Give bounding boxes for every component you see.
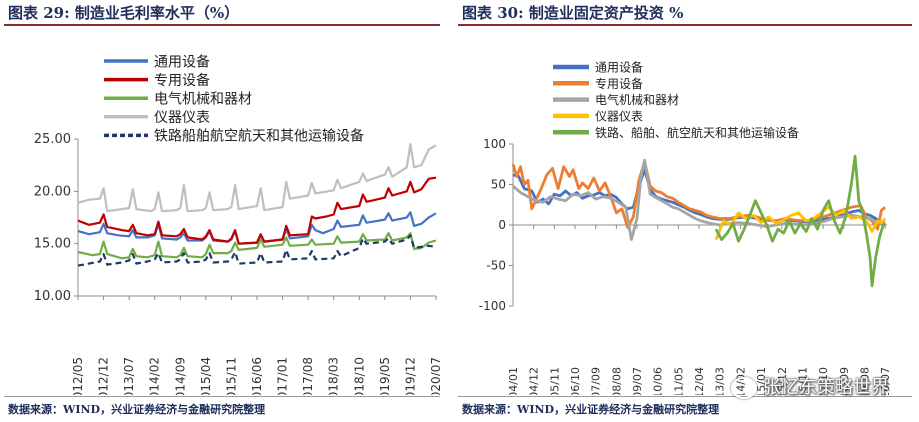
right-x-axis: 2004/01 2004/12 2005/11 2006/10 2007/09 2008/… (507, 224, 892, 395)
left-x-tick-label: 2019/05 (378, 357, 392, 395)
left-legend-label-0: 通用设备 (154, 53, 210, 70)
left-legend-label-3: 仪器仪表 (154, 110, 210, 126)
right-x-tick-label: 2013/03 (714, 367, 727, 395)
left-series-line-3 (77, 143, 437, 213)
left-y-tick-label: 10.00 (34, 289, 71, 304)
left-legend-label-4: 铁路船舶航空航天和其他运输设备 (154, 128, 364, 145)
right-x-tick-label: 2012/04 (693, 367, 706, 395)
right-x-tick-label: 2011/05 (672, 367, 685, 395)
left-legend-label-2: 电气机械和器材 (154, 92, 252, 108)
right-y-tick-label: -50 (486, 259, 506, 273)
left-x-tick-label: 2019/12 (403, 357, 417, 395)
right-x-tick-label: 2018/09 (838, 367, 851, 395)
left-series-line-1 (77, 176, 437, 245)
right-title-rule (458, 24, 912, 26)
right-x-tick-label: 2006/10 (569, 367, 582, 395)
right-y-tick-label: 100 (483, 137, 506, 151)
right-x-tick-label: 2017/10 (817, 367, 830, 395)
watermark-text: 张忆东策略世界 (763, 377, 889, 398)
left-x-tick-label: 2018/10 (352, 357, 366, 395)
right-y-tick-label: -100 (479, 299, 506, 313)
watermark: 张忆东策略世界 (731, 373, 889, 399)
right-x-tick-label: 2020/07 (879, 367, 892, 395)
left-x-tick-label: 2016/06 (250, 357, 264, 395)
right-y-tick-label: 50 (491, 178, 506, 192)
left-y-axis: 25.00 20.00 15.00 10.00 (34, 132, 79, 304)
right-x-tick-label: 2015/12 (776, 367, 789, 395)
left-title-rule (4, 24, 440, 26)
right-x-tick-label: 2010/06 (652, 367, 665, 395)
right-x-tick-label: 2004/01 (507, 367, 520, 395)
left-x-tick-label: 2020/07 (429, 357, 440, 395)
right-series-lines (511, 154, 887, 288)
right-x-tick-label: 2008/08 (610, 367, 623, 395)
left-chart-title: 图表 29: 制造业毛利率水平（%） (8, 4, 240, 22)
left-x-tick-label: 2015/11 (224, 357, 238, 395)
right-series-line-4 (714, 154, 887, 288)
left-x-tick-label: 2015/04 (199, 357, 213, 395)
left-x-tick-label: 2018/03 (327, 357, 341, 395)
left-y-tick-label: 20.00 (34, 184, 71, 199)
left-y-tick-label: 15.00 (34, 237, 71, 252)
right-legend-label-0: 通用设备 (595, 61, 643, 75)
right-legend-label-2: 电气机械和器材 (595, 92, 679, 107)
right-y-tick-label: 0 (498, 218, 506, 232)
right-x-tick-label: 2005/11 (548, 367, 561, 395)
left-line-chart: 25.00 20.00 15.00 10.00 2012/05 2012/12 2013/… (34, 53, 440, 395)
right-legend-label-1: 专用设备 (595, 76, 643, 91)
left-x-tick-label: 2017/01 (276, 357, 290, 395)
right-line-chart: 100 50 0 -50 -100 2004/01 2004/12 2005/11 2006/… (479, 61, 892, 395)
left-legend-label-1: 专用设备 (154, 72, 210, 89)
right-x-tick-label: 2015/01 (755, 367, 768, 395)
right-x-tick-label: 2009/07 (631, 367, 644, 395)
right-series-line-3 (714, 205, 887, 241)
left-x-tick-label: 2014/02 (148, 357, 162, 395)
left-x-axis: 2012/05 2012/12 2013/07 2014/02 2014/09 2015/… (71, 295, 440, 395)
left-x-tick-label: 2017/08 (301, 357, 315, 395)
left-x-tick-label: 2012/05 (71, 357, 85, 395)
right-x-tick-label: 2019/08 (858, 367, 871, 395)
left-series-line-2 (77, 232, 437, 260)
right-legend-label-3: 仪器仪表 (595, 109, 643, 123)
right-source-note: 数据来源：WIND，兴业证券经济与金融研究院整理 (462, 403, 720, 416)
left-x-tick-label: 2013/07 (122, 357, 136, 395)
wechat-icon (731, 377, 757, 399)
left-series-lines (77, 143, 437, 267)
left-source-note: 数据来源：WIND，兴业证券经济与金融研究院整理 (8, 403, 266, 416)
left-source-rule (4, 396, 440, 397)
right-source-rule (458, 396, 912, 397)
left-x-tick-label: 2014/09 (173, 357, 187, 395)
right-x-tick-label: 2007/09 (590, 367, 603, 395)
right-legend-label-4: 铁路、船舶、航空航天和其他运输设备 (595, 125, 799, 140)
right-chart-title: 图表 30: 制造业固定资产投资 % (462, 4, 684, 22)
right-x-tick-label: 2004/12 (528, 367, 541, 395)
left-x-tick-label: 2012/12 (97, 357, 111, 395)
left-y-tick-label: 25.00 (34, 132, 71, 147)
right-y-axis: 100 50 0 -50 -100 (479, 137, 514, 313)
left-series-line-4 (77, 234, 437, 267)
right-x-tick-label: 2016/11 (796, 367, 809, 395)
